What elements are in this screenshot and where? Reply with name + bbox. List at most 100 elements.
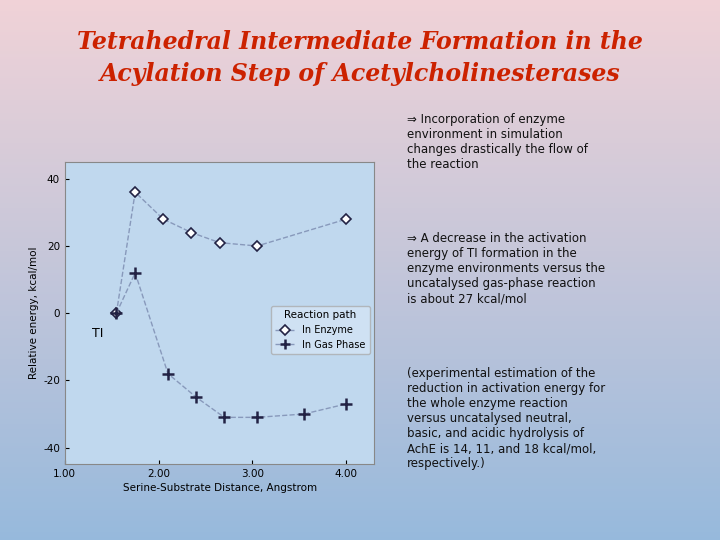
Text: ⇒ Incorporation of enzyme
environment in simulation
changes drastically the flow: ⇒ Incorporation of enzyme environment in… [407,113,588,171]
Bar [0,521,720,524]
Bar [0,381,720,383]
Bar [0,281,720,284]
X-axis label: Serine-Substrate Distance, Angstrom: Serine-Substrate Distance, Angstrom [122,483,317,494]
Bar [0,243,720,246]
Bar [0,267,720,270]
Bar [0,416,720,418]
Text: ⇒ A decrease in the activation
energy of TI formation in the
enzyme environments: ⇒ A decrease in the activation energy of… [407,232,605,305]
Bar [0,189,720,192]
Bar [0,11,720,14]
Bar [0,397,720,400]
Bar [0,151,720,154]
Bar [0,392,720,394]
Bar [0,319,720,321]
Y-axis label: Relative energy, kcal/mol: Relative energy, kcal/mol [29,247,39,380]
Bar [0,481,720,483]
Bar [0,510,720,513]
Bar [0,529,720,532]
Bar [0,343,720,346]
Bar [0,375,720,378]
Bar [0,211,720,213]
Bar [0,78,720,81]
Bar [0,297,720,300]
Bar [0,265,720,267]
Bar [0,202,720,205]
Bar [0,324,720,327]
Bar [0,532,720,535]
Bar [0,127,720,130]
Bar [0,467,720,470]
Bar [0,32,720,35]
Bar [0,54,720,57]
Bar [0,418,720,421]
Bar [0,408,720,410]
Bar [0,535,720,537]
Bar [0,275,720,278]
Bar [0,405,720,408]
Text: TI: TI [92,327,104,340]
Bar [0,435,720,437]
Bar [0,216,720,219]
Bar [0,213,720,216]
Bar [0,486,720,489]
Bar [0,184,720,186]
Bar [0,305,720,308]
Bar [0,35,720,38]
Bar [0,92,720,94]
Bar [0,338,720,340]
Bar [0,400,720,402]
Bar [0,278,720,281]
Bar [0,165,720,167]
Bar [0,284,720,286]
Bar [0,197,720,200]
Bar [0,494,720,497]
Bar [0,221,720,224]
Bar [0,462,720,464]
Bar [0,148,720,151]
Bar [0,359,720,362]
Bar [0,470,720,472]
Bar [0,140,720,143]
Bar [0,205,720,208]
Bar [0,14,720,16]
Bar [0,86,720,89]
Bar [0,22,720,24]
Bar [0,508,720,510]
Bar [0,383,720,386]
Bar [0,170,720,173]
Bar [0,192,720,194]
Bar [0,302,720,305]
Bar [0,289,720,292]
Bar [0,454,720,456]
Bar [0,348,720,351]
Bar [0,516,720,518]
Bar [0,402,720,405]
Bar [0,178,720,181]
Bar [0,443,720,445]
Bar [0,49,720,51]
Bar [0,240,720,243]
Bar [0,94,720,97]
Bar [0,421,720,424]
Bar [0,208,720,211]
Bar [0,24,720,27]
Bar [0,8,720,11]
Bar [0,427,720,429]
Bar [0,16,720,19]
Bar [0,373,720,375]
Bar [0,230,720,232]
Bar [0,518,720,521]
Bar [0,464,720,467]
Bar [0,286,720,289]
Bar [0,227,720,229]
Bar [0,497,720,500]
Bar [0,505,720,508]
Bar [0,327,720,329]
Bar [0,526,720,529]
Bar [0,483,720,486]
Bar [0,475,720,478]
Bar [0,5,720,8]
Bar [0,89,720,92]
Bar [0,235,720,238]
Bar [0,62,720,65]
